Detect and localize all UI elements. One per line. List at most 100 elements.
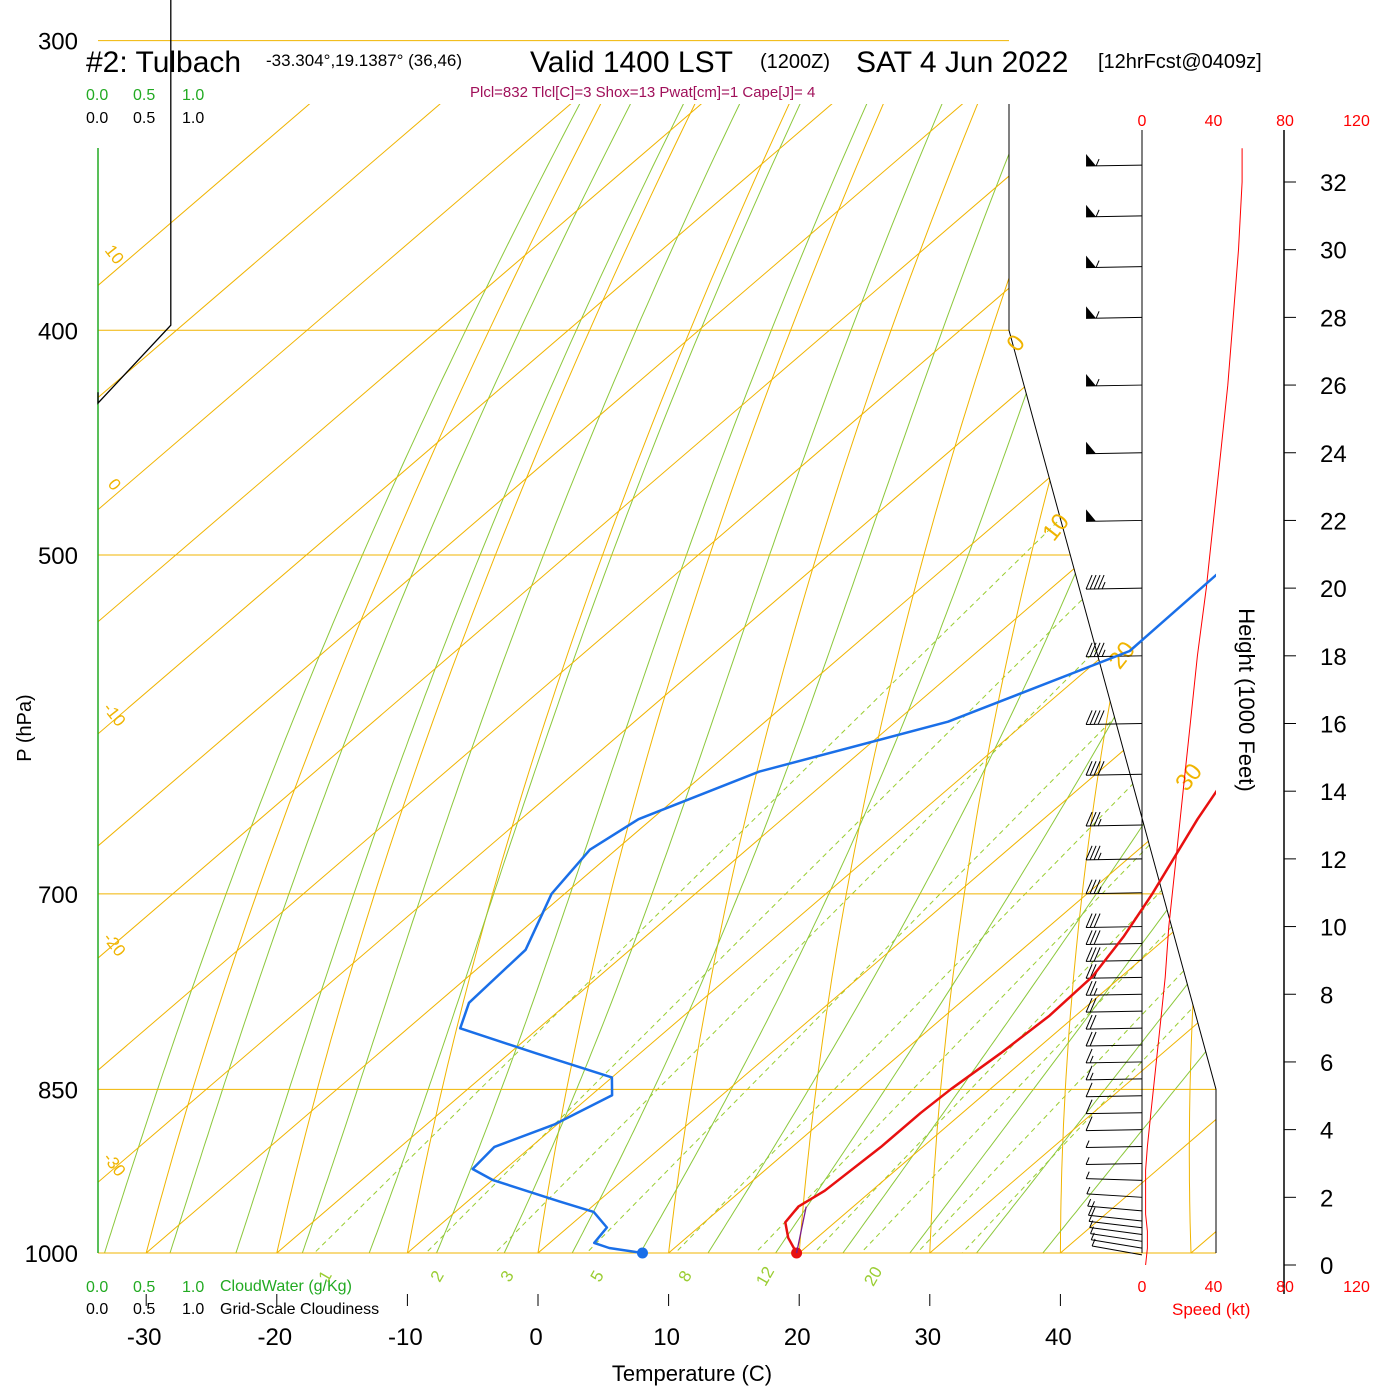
barb-flag xyxy=(1097,710,1105,725)
barb-pennant xyxy=(1086,441,1097,454)
dry-adiabat xyxy=(265,104,946,1253)
barb-flag xyxy=(1085,930,1093,945)
speed-tick-top: 80 xyxy=(1276,113,1294,130)
cloudwater-tick: 0.0 xyxy=(86,87,108,104)
barb-flag xyxy=(1087,1201,1095,1216)
wind-barb xyxy=(1085,997,1143,1013)
barb-half-flag xyxy=(1087,1198,1092,1207)
zulu-time: (1200Z) xyxy=(760,51,830,73)
x-tick-label: -10 xyxy=(388,1324,423,1351)
height-tick-label: 6 xyxy=(1320,1050,1333,1077)
dewpoint-trace xyxy=(458,573,1216,1255)
barb-half-flag xyxy=(1097,818,1102,827)
wind-barb xyxy=(1085,1157,1143,1165)
wind-barb xyxy=(1085,574,1143,590)
barb-staff xyxy=(1088,1220,1143,1229)
barb-flag xyxy=(1089,761,1097,776)
barb-flag xyxy=(1089,642,1097,657)
x-tick-label: 0 xyxy=(529,1324,542,1351)
moist-adiabat xyxy=(872,104,1216,1253)
mixing-ratio-line xyxy=(538,329,1216,1253)
wind-barb xyxy=(1088,1207,1143,1229)
wind-barb xyxy=(1085,845,1143,861)
wind-barb xyxy=(1085,1014,1143,1030)
speed-tick-bottom: 80 xyxy=(1276,1279,1294,1296)
moist-adiabat xyxy=(153,104,892,1253)
mixing-ratio-line xyxy=(707,329,1216,1253)
dry-adiabat xyxy=(1059,104,1216,1253)
wind-barb xyxy=(1086,441,1143,455)
dry-adiabat xyxy=(398,104,1029,1253)
x-tick-label: -20 xyxy=(257,1324,292,1351)
isotherm-label: -30 xyxy=(99,1149,129,1180)
moist-adiabats xyxy=(98,104,1216,1253)
mixing-ratio-label: 20 xyxy=(860,1263,886,1289)
mixing-ratio-line xyxy=(376,329,1216,1253)
barb-staff xyxy=(1087,1205,1143,1212)
isotherm-line xyxy=(98,104,1216,1253)
barb-staff xyxy=(1086,1146,1143,1149)
barb-flag xyxy=(1093,761,1101,776)
barb-pennant xyxy=(1086,374,1097,387)
mixing-ratio-lines xyxy=(264,329,1216,1253)
cloudwater-tick: 0.5 xyxy=(133,1279,155,1296)
wind-barb xyxy=(1086,204,1143,218)
mixing-ratio-label: 2 xyxy=(427,1267,448,1285)
barb-staff xyxy=(1086,976,1143,979)
speed-tick-top: 120 xyxy=(1343,113,1370,130)
barb-flag xyxy=(1089,947,1097,962)
dry-adiabat xyxy=(530,104,1111,1253)
barb-half-flag xyxy=(1095,311,1100,319)
isotherm-line xyxy=(98,104,1216,1253)
barb-half-flag xyxy=(1086,1186,1091,1195)
wind-barb xyxy=(1085,1171,1143,1181)
moist-adiabat xyxy=(937,104,1216,1253)
wind-barb xyxy=(1085,947,1143,962)
dry-adiabat xyxy=(1188,104,1216,1253)
moist-adiabat xyxy=(1002,104,1216,1253)
height-tick-label: 12 xyxy=(1320,847,1347,874)
barb-staff xyxy=(1086,1010,1143,1013)
isotherm-line xyxy=(98,104,1216,1253)
height-tick-label: 30 xyxy=(1320,238,1347,265)
height-tick-label: 24 xyxy=(1320,441,1347,468)
wind-barb xyxy=(1085,981,1143,996)
x-tick-label: 40 xyxy=(1045,1324,1072,1351)
wind-barb xyxy=(1085,811,1143,827)
wind-barb xyxy=(1086,255,1143,269)
pressure-tick-label: 1000 xyxy=(25,1241,78,1268)
isotherm-label: 0 xyxy=(104,475,125,494)
cloudiness-tick: 0.5 xyxy=(133,110,155,127)
barb-half-flag xyxy=(1085,1171,1090,1179)
isotherm-label: 0 xyxy=(1001,330,1031,357)
height-tick-label: 16 xyxy=(1320,712,1347,739)
barb-staff xyxy=(1086,587,1143,590)
isotherm-line xyxy=(1133,104,1216,1253)
isotherms xyxy=(98,104,1216,1253)
barb-half-flag xyxy=(1101,581,1106,590)
barb-flag xyxy=(1085,1082,1093,1097)
cloud-scale-top: 0.0 0.5 1.0 0.0 0.5 1.0 xyxy=(86,87,204,127)
x-tick-label: -30 xyxy=(127,1324,162,1351)
barb-half-flag xyxy=(1095,378,1100,387)
barb-flag xyxy=(1093,879,1101,894)
pressure-tick-label: 400 xyxy=(38,318,78,345)
isotherm-line xyxy=(219,104,1216,1253)
station-coords: -33.304°,19.1387° (36,46) xyxy=(266,51,462,70)
barb-staff xyxy=(1086,1027,1143,1030)
moist-adiabat xyxy=(676,104,1216,1253)
isotherm-line xyxy=(98,104,1216,1253)
barb-flag xyxy=(1089,574,1097,590)
moist-adiabat xyxy=(219,104,939,1253)
cloudiness-tick: 1.0 xyxy=(182,110,204,127)
wind-barb xyxy=(1087,1201,1143,1222)
barb-half-flag xyxy=(1089,1055,1094,1064)
isotherm-line xyxy=(98,104,1216,1253)
speed-tick-bottom: 40 xyxy=(1205,1279,1223,1296)
barb-flag xyxy=(1089,964,1097,979)
barb-pennant xyxy=(1086,204,1097,217)
mixing-ratio-label: 12 xyxy=(752,1263,778,1289)
isotherm-label: 10 xyxy=(1037,509,1075,547)
speed-axis-label: Speed (kt) xyxy=(1172,1300,1250,1319)
height-tick-label: 20 xyxy=(1320,576,1347,603)
